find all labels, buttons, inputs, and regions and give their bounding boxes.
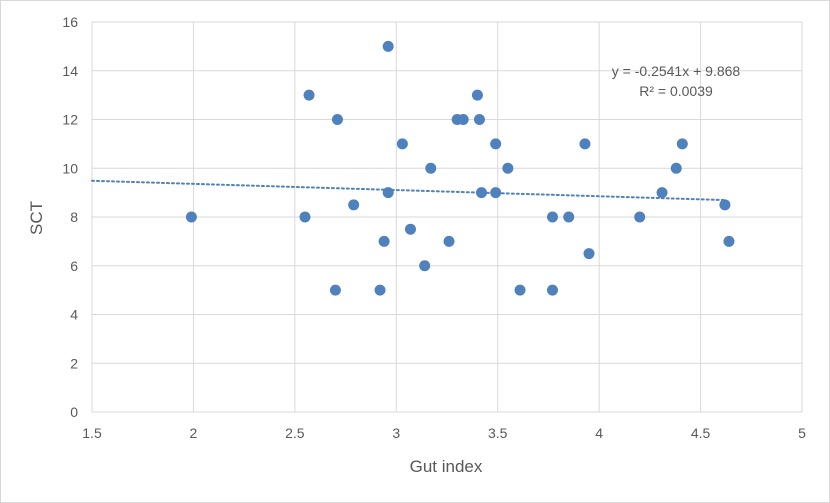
data-point [514,284,526,296]
x-tick-labels: 1.5 2 2.5 3 3.5 4 4.5 5 [82,425,806,441]
y-tick-label: 14 [62,63,78,79]
data-point [425,162,437,174]
trendline [91,179,726,202]
data-point [579,138,591,150]
data-point [419,260,431,272]
data-point [723,235,735,247]
data-points [185,40,735,296]
trendline-r-squared: R² = 0.0039 [639,83,713,99]
x-axis-title: Gut index [410,457,483,476]
y-tick-label: 2 [70,355,78,371]
x-tick-label: 4.5 [691,425,711,441]
data-point [490,187,502,199]
data-point [475,187,487,199]
data-point [329,284,341,296]
data-point [546,284,558,296]
data-point [546,211,558,223]
data-point [299,211,311,223]
data-point [378,235,390,247]
x-tick-label: 2 [190,425,198,441]
data-point [471,89,483,101]
data-point [396,138,408,150]
data-point [382,187,394,199]
data-point [670,162,682,174]
data-point [563,211,575,223]
trendline-equation: y = -0.2541x + 9.868 [612,63,741,79]
data-point [502,162,514,174]
y-tick-label: 16 [62,14,78,30]
data-point [473,114,485,125]
data-point [583,248,595,260]
data-point [443,235,455,247]
data-point [303,89,315,101]
x-tick-label: 1.5 [82,425,102,441]
x-tick-label: 4 [595,425,603,441]
y-tick-label: 4 [70,307,78,323]
y-tick-labels: 0 2 4 6 8 10 12 14 16 [62,14,78,420]
trendline-group [91,179,726,202]
data-point [634,211,646,223]
data-point [719,199,731,211]
data-point [348,199,360,211]
y-axis-title: SCT [27,201,46,235]
x-tick-label: 3.5 [488,425,508,441]
x-tick-label: 5 [798,425,806,441]
y-tick-label: 0 [70,404,78,420]
y-tick-label: 6 [70,258,78,274]
data-point [374,284,386,296]
gridlines [91,21,803,413]
y-tick-label: 10 [62,160,78,176]
data-point [185,211,197,223]
data-point [457,114,469,125]
data-point [331,114,343,125]
data-point [404,223,416,235]
x-tick-label: 3 [392,425,400,441]
y-tick-label: 8 [70,209,78,225]
data-point [490,138,502,150]
data-point [656,187,668,199]
data-point [676,138,688,150]
data-point [382,40,394,52]
y-tick-label: 12 [62,112,78,128]
x-tick-label: 2.5 [285,425,305,441]
